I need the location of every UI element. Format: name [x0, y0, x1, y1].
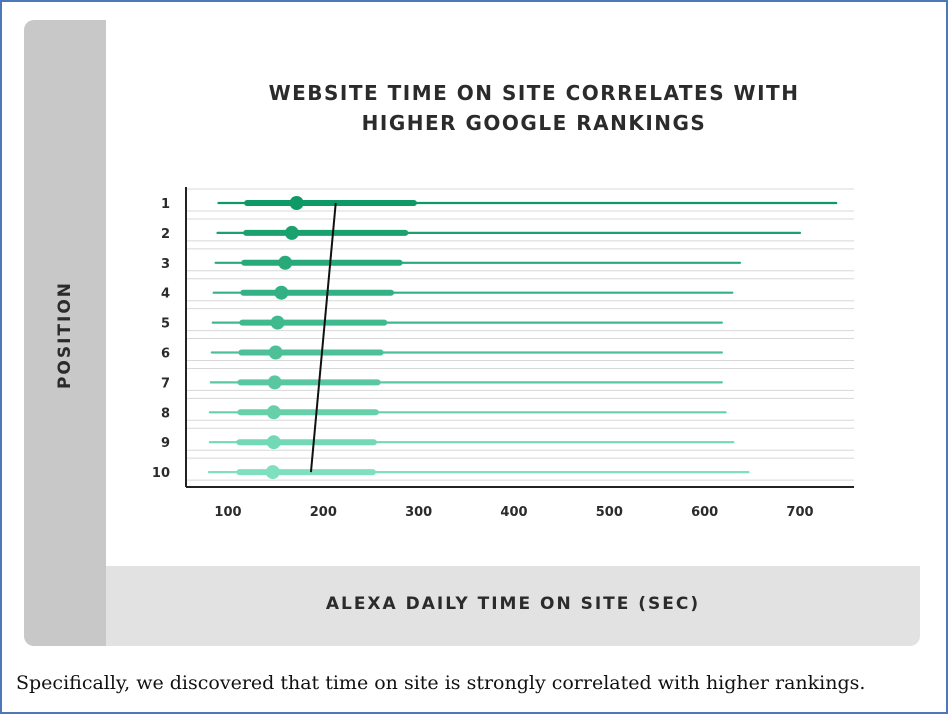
median-dot [284, 225, 299, 240]
y-axis-label-panel: POSITION [24, 20, 106, 646]
median-dot [289, 196, 304, 210]
chart-title: WEBSITE TIME ON SITE CORRELATES WITH HIG… [184, 78, 884, 138]
median-dot [265, 465, 280, 480]
x-tick-label: 400 [500, 505, 527, 520]
trend-line [309, 202, 337, 473]
median-dot [266, 435, 281, 450]
x-axis-label: ALEXA DAILY TIME ON SITE (SEC) [325, 594, 701, 614]
y-tick-label: 4 [161, 287, 170, 302]
y-tick-label: 1 [161, 197, 170, 212]
caption-text: Specifically, we discovered that time on… [16, 672, 866, 694]
y-tick-label: 8 [161, 406, 170, 421]
chart-card: POSITION ALEXA DAILY TIME ON SITE (SEC) … [24, 20, 920, 646]
x-tick-label: 700 [786, 505, 813, 520]
median-dot [274, 285, 289, 300]
chart-title-line-1: WEBSITE TIME ON SITE CORRELATES WITH [268, 81, 800, 105]
y-tick-label: 5 [161, 317, 170, 332]
range-dot-chart: 100 200 300 400 500 600 700 1 2 3 4 5 6 7 8 9 10 [152, 187, 854, 520]
y-tick-label: 10 [152, 466, 170, 481]
x-tick-label: 500 [596, 505, 623, 520]
x-tick-label: 300 [405, 505, 432, 520]
median-dot [278, 255, 293, 270]
y-tick-label: 9 [161, 436, 170, 451]
y-tick-label: 7 [161, 376, 170, 391]
x-tick-label: 200 [310, 505, 337, 520]
x-tick-label: 100 [214, 505, 241, 520]
median-dot [270, 315, 285, 330]
median-dot [268, 345, 283, 360]
y-tick-label: 6 [161, 347, 170, 362]
y-tick-label: 2 [161, 227, 170, 242]
median-dot [267, 375, 282, 390]
median-dot [266, 405, 281, 420]
x-axis-label-panel: ALEXA DAILY TIME ON SITE (SEC) [106, 566, 920, 646]
chart-title-line-2: HIGHER GOOGLE RANKINGS [361, 111, 707, 135]
x-tick-label: 600 [691, 505, 718, 520]
y-tick-label: 3 [161, 257, 170, 272]
